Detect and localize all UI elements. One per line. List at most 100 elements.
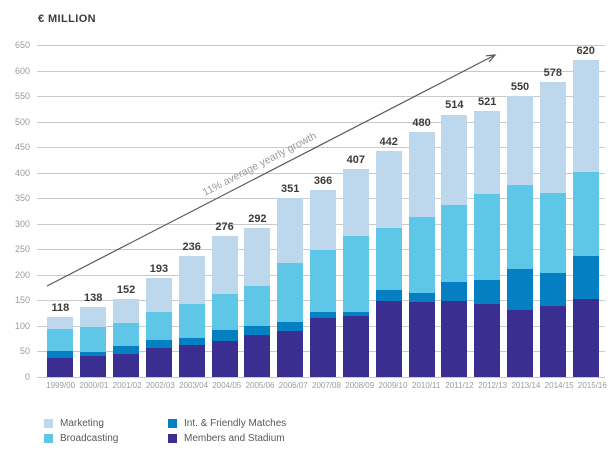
legend-label-members-and-stadium: Members and Stadium [184, 433, 285, 444]
bar-segment [474, 304, 501, 377]
bar-segment [342, 169, 369, 237]
y-tick-label: 400 [14, 167, 30, 178]
x-tick-label: 2002/03 [145, 381, 175, 390]
bar-segment [113, 354, 140, 377]
y-tick-label: 550 [14, 91, 30, 102]
marketing-swatch [44, 419, 53, 428]
x-tick-label: 2007/08 [312, 381, 341, 390]
bar-slot: 236 [175, 45, 208, 377]
bar-segment [539, 306, 566, 377]
bar-segment [408, 131, 435, 218]
bar-total-label: 578 [543, 66, 563, 79]
bar-segment [47, 358, 74, 377]
stacked-bar [310, 190, 337, 377]
bar-segment [441, 204, 468, 282]
bar-segment [342, 236, 369, 312]
bar-slot: 292 [241, 45, 274, 377]
x-tick-label: 2012/13 [478, 381, 508, 390]
bar-segment [178, 338, 205, 345]
bar-segment [375, 151, 402, 229]
y-tick-label: 650 [14, 40, 30, 50]
y-tick-label: 200 [14, 269, 30, 280]
bar-total-label: 351 [281, 182, 300, 195]
members-and-stadium-swatch [168, 434, 177, 443]
bar-segment [47, 351, 74, 359]
bar-segment [80, 306, 107, 327]
bar-segment [244, 325, 271, 336]
y-tick-label: 450 [14, 142, 30, 153]
bar-segment [277, 322, 304, 331]
bar-segment [211, 340, 238, 377]
bar-segment [507, 310, 533, 377]
bar-segment [375, 301, 402, 377]
legend-label-marketing: Marketing [60, 418, 104, 429]
stacked-bar [277, 197, 304, 377]
stacked-bar [113, 299, 140, 377]
y-tick-label: 250 [14, 244, 30, 255]
stacked-bar [342, 169, 369, 377]
bar-slot: 480 [405, 45, 438, 377]
gridline [37, 377, 605, 378]
x-tick-label: 1999/00 [46, 381, 76, 390]
bar-total-label: 152 [116, 284, 136, 297]
x-tick-label: 2015/16 [577, 381, 607, 390]
bar-segment [80, 352, 107, 356]
y-tick-label: 500 [14, 116, 30, 127]
bar-segment [375, 228, 402, 290]
y-axis-labels: 0 50 100 150 200 250 300 350 400 450 500 550 600 650 [0, 40, 30, 382]
bar-slot: 118 [44, 45, 77, 377]
bar-slot: 138 [77, 45, 110, 377]
bar-slot: 407 [339, 45, 372, 377]
bar-segment [310, 317, 337, 377]
bar-series: 118 138 152 193 236 276 292 351 366 407 442 480 514 5… [44, 45, 602, 377]
bar-segment [572, 255, 599, 300]
y-tick-label: 0 [24, 372, 30, 382]
bar-slot: 276 [208, 45, 241, 377]
bar-slot: 193 [142, 45, 175, 377]
bar-segment [244, 285, 271, 326]
bar-slot: 442 [372, 45, 405, 377]
bar-total-label: 366 [313, 175, 333, 188]
legend-column-2: Int. & Friendly Matches Members and Stad… [168, 418, 286, 444]
bar-slot: 521 [471, 45, 504, 377]
bar-segment [113, 346, 140, 355]
bar-total-label: 550 [510, 81, 530, 94]
bar-segment [572, 60, 599, 172]
y-tick-label: 100 [14, 320, 30, 331]
x-tick-label: 2014/15 [544, 381, 574, 390]
bar-segment [539, 81, 566, 194]
bar-segment [277, 262, 304, 323]
bar-segment [474, 110, 501, 195]
bar-segment [145, 348, 172, 377]
legend-item-broadcasting: Broadcasting [44, 433, 168, 444]
int-friendly-matches-swatch [168, 419, 177, 428]
x-tick-label: 2010/11 [412, 381, 441, 390]
bar-segment [539, 273, 566, 307]
stacked-bar [211, 236, 238, 377]
stacked-bar [572, 60, 599, 377]
legend-item-members-and-stadium: Members and Stadium [168, 433, 286, 444]
bar-segment [113, 323, 140, 347]
legend-label-broadcasting: Broadcasting [60, 433, 119, 444]
y-tick-label: 300 [14, 218, 30, 229]
bar-total-label: 138 [84, 291, 103, 304]
bar-segment [474, 279, 501, 305]
bar-segment [47, 316, 74, 330]
x-tick-label: 2000/01 [79, 381, 109, 390]
bar-segment [408, 293, 435, 303]
x-tick-label: 2005/06 [245, 381, 275, 390]
bar-total-label: 514 [445, 99, 464, 112]
bar-segment [113, 299, 140, 324]
bar-segment [507, 269, 533, 311]
legend-column-1: Marketing Broadcasting [44, 418, 168, 444]
bar-total-label: 292 [248, 212, 267, 225]
bar-segment [441, 114, 468, 205]
y-tick-label: 50 [19, 346, 30, 357]
stacked-bar [507, 96, 533, 377]
bar-slot: 578 [536, 45, 569, 377]
bar-segment [277, 330, 304, 377]
bar-slot: 351 [274, 45, 307, 377]
bar-segment [507, 96, 533, 185]
bar-segment [145, 278, 172, 312]
y-tick-label: 150 [14, 295, 30, 306]
